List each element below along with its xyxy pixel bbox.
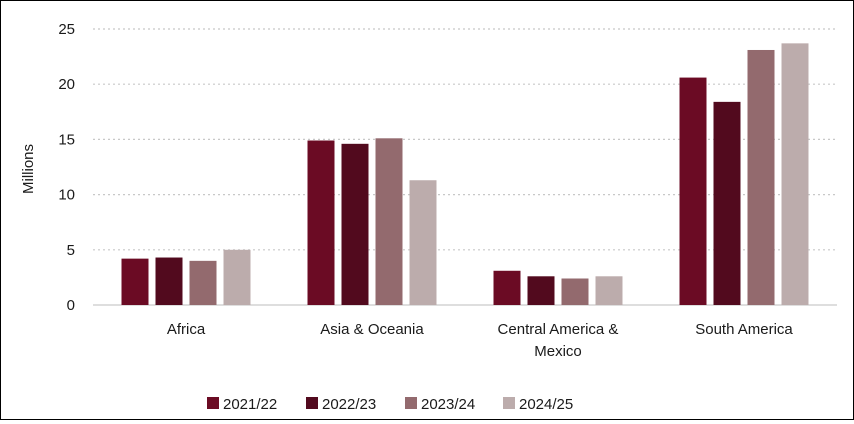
y-tick-label: 20 <box>58 76 75 93</box>
y-tick-label: 5 <box>67 242 75 259</box>
category-label: South America <box>695 321 793 338</box>
category-label: Central America & <box>498 321 619 338</box>
legend-label: 2022/23 <box>322 396 376 413</box>
bar <box>409 180 437 305</box>
legend-swatch <box>405 397 417 409</box>
bar <box>713 101 741 305</box>
category-label: Africa <box>167 321 206 338</box>
y-axis-ticks: 0 5 10 15 20 25 <box>58 21 75 314</box>
legend-swatch <box>503 397 515 409</box>
bar <box>189 260 217 305</box>
y-tick-label: 0 <box>67 297 75 314</box>
bar <box>527 276 555 305</box>
category-labels: Africa Asia & Oceania Central America & Mex… <box>167 321 794 360</box>
bar <box>679 77 707 306</box>
bar <box>781 43 809 306</box>
y-tick-label: 10 <box>58 187 75 204</box>
y-tick-label: 15 <box>58 131 75 148</box>
legend-label: 2023/24 <box>421 396 475 413</box>
legend: 2021/22 2022/23 2023/24 2024/25 <box>207 396 573 413</box>
bar <box>223 249 251 305</box>
category-label: Asia & Oceania <box>320 321 424 338</box>
legend-label: 2021/22 <box>223 396 277 413</box>
bar <box>155 257 183 305</box>
y-tick-label: 25 <box>58 21 75 38</box>
bar <box>307 140 335 305</box>
bar <box>375 138 403 305</box>
bar <box>341 143 369 305</box>
bar <box>747 49 775 306</box>
bars <box>121 43 809 306</box>
legend-swatch <box>306 397 318 409</box>
category-label: Mexico <box>534 343 582 360</box>
bar <box>493 270 521 305</box>
bar <box>121 258 149 305</box>
bar <box>595 276 623 305</box>
bar <box>561 278 589 305</box>
legend-label: 2024/25 <box>519 396 573 413</box>
y-axis-label: Millions <box>20 144 37 194</box>
legend-swatch <box>207 397 219 409</box>
gridlines <box>93 28 837 251</box>
